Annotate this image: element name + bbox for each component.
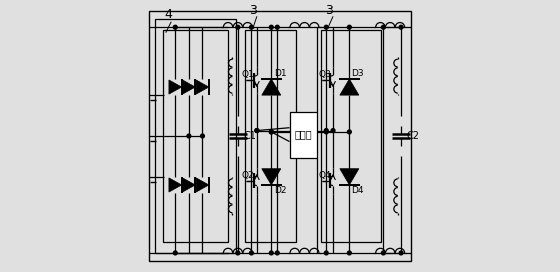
Circle shape (276, 251, 279, 255)
Circle shape (331, 129, 335, 132)
Circle shape (269, 130, 273, 134)
Bar (245, 30, 296, 242)
Text: C2: C2 (407, 131, 419, 141)
Polygon shape (183, 80, 195, 94)
Circle shape (250, 25, 253, 29)
Text: D1: D1 (274, 69, 287, 78)
Polygon shape (169, 178, 181, 192)
Circle shape (269, 130, 273, 134)
Text: Q1: Q1 (242, 70, 255, 79)
Bar (321, 30, 381, 242)
Text: Q3: Q3 (318, 70, 331, 79)
Circle shape (324, 251, 328, 255)
Text: D3: D3 (352, 69, 364, 78)
Circle shape (269, 251, 273, 255)
Circle shape (324, 129, 328, 132)
Bar (290, 112, 317, 158)
Circle shape (187, 134, 191, 138)
Circle shape (347, 130, 351, 134)
Text: C1: C1 (243, 131, 256, 141)
Polygon shape (183, 178, 195, 192)
Circle shape (276, 25, 279, 29)
Circle shape (324, 25, 328, 29)
Polygon shape (262, 79, 281, 95)
Bar (155, 19, 236, 253)
Circle shape (347, 25, 351, 29)
Text: 3: 3 (249, 4, 256, 17)
Circle shape (324, 130, 328, 134)
Text: D2: D2 (274, 186, 287, 195)
Circle shape (236, 25, 240, 29)
Circle shape (381, 251, 385, 255)
Bar (163, 30, 228, 242)
Text: D4: D4 (352, 186, 364, 195)
Circle shape (174, 25, 177, 29)
Polygon shape (196, 80, 209, 94)
Text: Q4: Q4 (318, 171, 331, 180)
Circle shape (269, 25, 273, 29)
Circle shape (399, 251, 403, 255)
Circle shape (174, 251, 177, 255)
Text: 4: 4 (165, 8, 172, 21)
Circle shape (255, 129, 259, 132)
Polygon shape (340, 169, 359, 185)
Polygon shape (262, 169, 281, 185)
Circle shape (399, 25, 403, 29)
Circle shape (381, 25, 385, 29)
Circle shape (250, 251, 253, 255)
Polygon shape (196, 178, 209, 192)
Circle shape (200, 134, 204, 138)
Polygon shape (169, 80, 181, 94)
Polygon shape (340, 79, 359, 95)
Text: Q2: Q2 (242, 171, 255, 180)
Text: 变压器: 变压器 (295, 130, 312, 140)
Circle shape (255, 129, 259, 132)
Circle shape (236, 251, 240, 255)
Circle shape (347, 251, 351, 255)
Text: 3: 3 (325, 4, 333, 17)
